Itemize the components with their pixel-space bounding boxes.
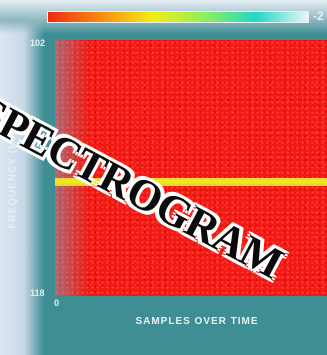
colorbar-max-label: -2: [313, 9, 324, 23]
y-tick-label: 102: [30, 38, 46, 48]
constant-frequency-line: [55, 178, 327, 186]
x-axis-label: SAMPLES OVER TIME: [135, 316, 259, 327]
x-tick-label: 0: [54, 298, 60, 308]
left-edge-glow: [0, 0, 44, 355]
colorbar: [47, 11, 309, 23]
y-tick-label: 118: [30, 288, 45, 298]
spectrogram-plot-area: [55, 40, 327, 296]
plot-left-fade: [55, 40, 89, 296]
